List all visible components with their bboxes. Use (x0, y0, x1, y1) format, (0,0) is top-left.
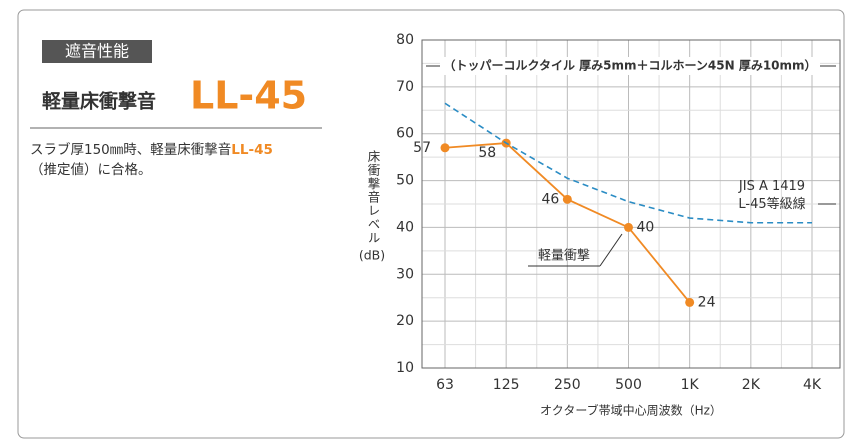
panel-text-before: スラブ厚150㎜時、軽量床衝撃音 (30, 141, 231, 158)
plot: 10 20 30 40 50 60 70 80 63 125 250 500 1K 2K 4K オクターブ帯域… (359, 32, 841, 418)
point (624, 222, 633, 232)
data-label: 57 (413, 140, 431, 156)
y-tick-label: 40 (396, 219, 414, 235)
y-tick-label: 60 (396, 126, 414, 142)
legend-label: 軽量衝撃 (538, 248, 590, 264)
x-tick-label: 4K (803, 377, 822, 393)
legend-line: JIS A 1419 (738, 179, 805, 194)
legend-line: L-45等級線 (738, 196, 805, 212)
point (685, 297, 695, 307)
annotation: （トッパーコルクタイル 厚み5mm＋コルホーン45N 厚み10mm） (443, 58, 816, 73)
point (440, 143, 450, 153)
panel-title: 軽量床衝撃音 (42, 90, 156, 113)
x-tick-label: 63 (436, 377, 454, 393)
data-label: 58 (478, 145, 496, 161)
x-tick-label: 2K (742, 377, 761, 393)
y-tick-label: 50 (396, 173, 414, 189)
y-axis-unit: (dB) (359, 248, 385, 263)
point (562, 194, 572, 204)
badge-bg (42, 40, 152, 63)
legend-label: JIS A 1419 L-45等級線 (738, 179, 806, 212)
plot-frame (421, 39, 841, 369)
series-line (444, 102, 812, 224)
legend-leader (599, 233, 623, 267)
annotation-bg (440, 57, 820, 75)
x-tick-label: 250 (554, 377, 581, 393)
data-label: 46 (542, 191, 560, 207)
x-tick-label: 500 (615, 377, 642, 393)
panel-text: スラブ厚150㎜時、軽量床衝撃音LL-45 (30, 141, 273, 158)
badge: 遮音性能 (65, 42, 129, 61)
panel-text-after: （推定値）に合格。 (30, 162, 152, 178)
data-label: 24 (698, 294, 716, 310)
y-tick-label: 10 (396, 360, 414, 376)
y-tick-label: 80 (396, 32, 414, 48)
x-axis-label: オクターブ帯域中心周波数（Hz） (540, 403, 722, 418)
y-tick-label: 30 (396, 266, 414, 282)
y-tick-label: 20 (396, 313, 414, 329)
panel-title-mark: LL-45 (190, 74, 307, 118)
y-axis-label: 床衝撃音レベル (366, 150, 381, 245)
card-border (17, 9, 845, 439)
x-tick-label: 1K (681, 377, 700, 393)
x-tick-label: 125 (493, 377, 520, 393)
y-tick-label: 70 (396, 79, 414, 95)
data-label: 40 (637, 219, 655, 235)
panel-text-mark: LL-45 (231, 142, 273, 158)
